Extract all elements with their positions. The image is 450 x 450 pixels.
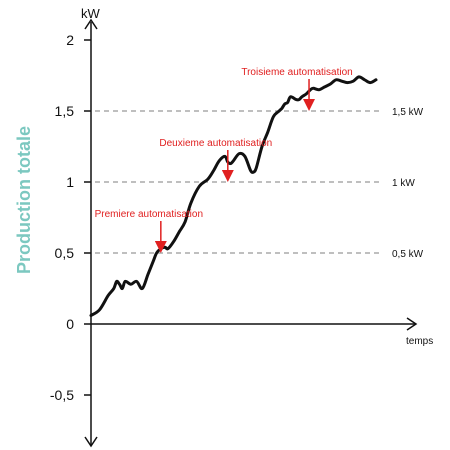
- reference-line-label: 0,5 kW: [392, 249, 424, 260]
- reference-line-label: 1 kW: [392, 178, 415, 189]
- x-axis-arrowhead: [406, 317, 418, 331]
- y-axis-label: Production totale: [14, 126, 34, 274]
- y-tick-label: 0: [66, 316, 74, 332]
- annotation-label: Premiere automatisation: [95, 209, 203, 220]
- reference-lines: 1,5 kW 1 kW 0,5 kW: [95, 107, 424, 260]
- y-tick-label: -0,5: [50, 387, 74, 403]
- annotations: Premiere automatisation Deuxieme automati…: [95, 67, 353, 253]
- production-series-line: [89, 75, 378, 317]
- y-tick-label: 2: [66, 32, 74, 48]
- reference-line-label: 1,5 kW: [392, 107, 424, 118]
- y-axis-bottom-arrowhead: [84, 436, 98, 448]
- y-tick-label: 1: [66, 174, 74, 190]
- annotation-label: Troisieme automatisation: [241, 67, 352, 78]
- x-axis-label: temps: [406, 336, 433, 347]
- y-tick-label: 1,5: [55, 103, 75, 119]
- annotation-label: Deuxieme automatisation: [159, 138, 272, 149]
- y-tick-label: 0,5: [55, 245, 75, 261]
- y-unit-label: kW: [81, 6, 101, 21]
- y-axis-arrowhead: [84, 18, 98, 30]
- y-ticks: 2 1,5 1 0,5 0 -0,5: [50, 32, 91, 403]
- series-group: [89, 75, 378, 317]
